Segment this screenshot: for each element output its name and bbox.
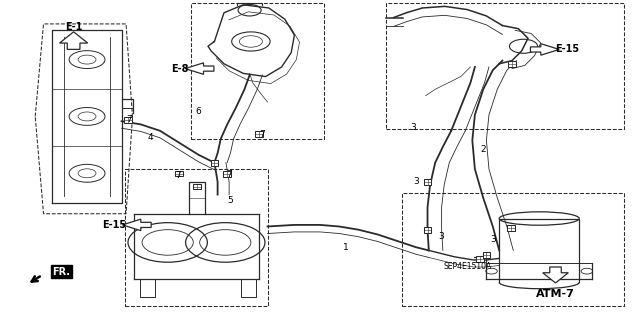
Text: FR.: FR. <box>52 267 70 277</box>
Text: 7: 7 <box>260 130 265 139</box>
Polygon shape <box>60 32 88 49</box>
Text: 6: 6 <box>196 107 201 116</box>
Text: ATM-7: ATM-7 <box>536 289 575 299</box>
Bar <box>124 117 132 123</box>
Text: 3: 3 <box>410 123 415 132</box>
Bar <box>193 184 201 189</box>
Text: 4: 4 <box>148 133 153 142</box>
Polygon shape <box>185 63 214 74</box>
Text: FR.: FR. <box>52 267 70 277</box>
Bar <box>483 252 490 258</box>
Text: 3: 3 <box>439 232 444 241</box>
Text: E-15: E-15 <box>556 44 580 55</box>
Bar <box>424 179 431 185</box>
Bar <box>255 131 263 137</box>
Text: SEP4E1510A: SEP4E1510A <box>443 262 492 271</box>
Bar <box>211 160 218 166</box>
Text: 1: 1 <box>343 243 348 252</box>
Text: 3: 3 <box>490 235 495 244</box>
Polygon shape <box>543 267 568 283</box>
Text: 5: 5 <box>228 197 233 205</box>
Text: E-15: E-15 <box>102 220 127 230</box>
Bar <box>476 256 484 262</box>
Bar <box>508 61 516 67</box>
Text: 7: 7 <box>227 170 232 179</box>
Text: E-1: E-1 <box>65 22 83 32</box>
Bar <box>223 171 231 177</box>
Bar <box>175 171 183 176</box>
Bar <box>424 227 431 233</box>
Text: 7: 7 <box>127 115 132 124</box>
Text: E-8: E-8 <box>172 63 189 74</box>
Text: 7: 7 <box>175 171 180 180</box>
Polygon shape <box>122 219 151 231</box>
Text: 3: 3 <box>413 177 419 186</box>
Bar <box>507 225 515 231</box>
Polygon shape <box>531 44 559 55</box>
Text: 2: 2 <box>481 145 486 154</box>
